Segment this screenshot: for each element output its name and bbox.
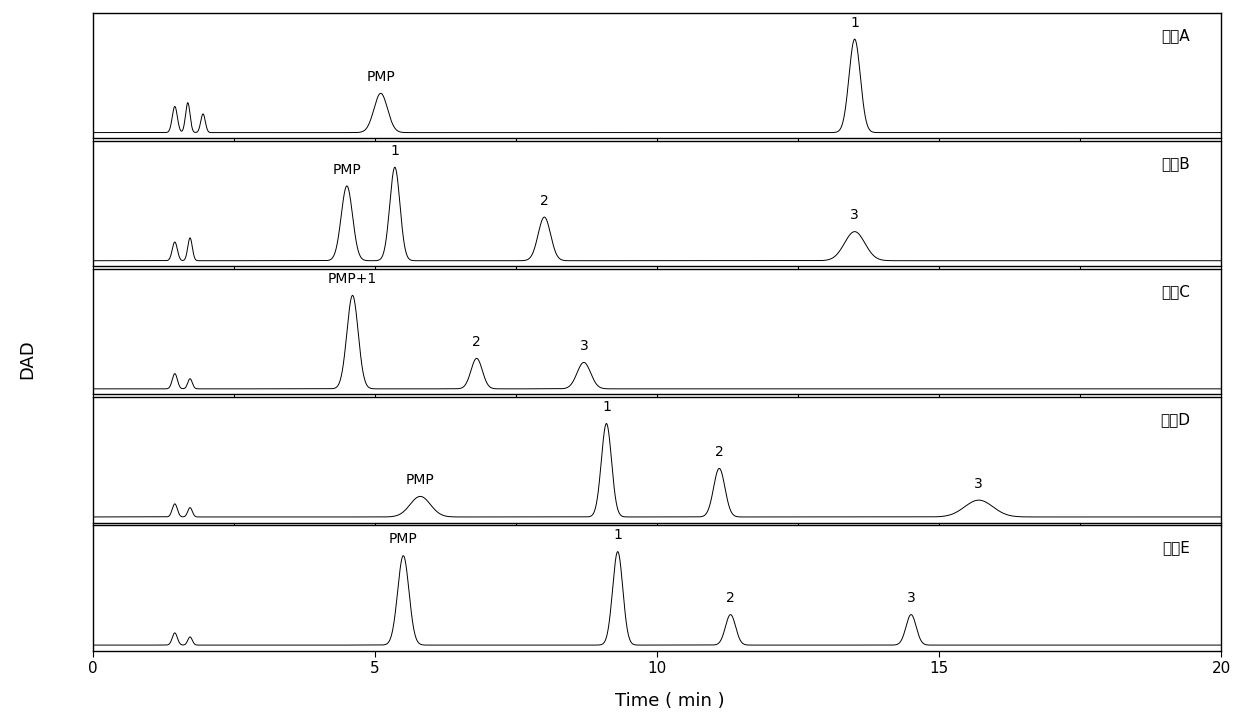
Text: PMP: PMP bbox=[366, 70, 396, 84]
Text: 1: 1 bbox=[851, 16, 859, 29]
Text: 梯度B: 梯度B bbox=[1161, 156, 1190, 171]
Text: 2: 2 bbox=[539, 193, 549, 208]
Text: Time ( min ): Time ( min ) bbox=[615, 692, 724, 710]
Text: 1: 1 bbox=[391, 144, 399, 158]
Text: PMP+1: PMP+1 bbox=[327, 272, 377, 286]
Text: 2: 2 bbox=[715, 445, 724, 459]
Text: 3: 3 bbox=[579, 339, 588, 353]
Text: PMP: PMP bbox=[332, 162, 361, 177]
Text: DAD: DAD bbox=[19, 339, 36, 380]
Text: 2: 2 bbox=[727, 591, 735, 605]
Text: 1: 1 bbox=[601, 400, 611, 414]
Text: 3: 3 bbox=[975, 477, 983, 491]
Text: 2: 2 bbox=[472, 335, 481, 349]
Text: PMP: PMP bbox=[389, 532, 418, 546]
Text: 梯度C: 梯度C bbox=[1161, 284, 1190, 299]
Text: 梯度D: 梯度D bbox=[1159, 413, 1190, 427]
Text: 梯度A: 梯度A bbox=[1161, 28, 1190, 43]
Text: 梯度E: 梯度E bbox=[1162, 541, 1190, 556]
Text: PMP: PMP bbox=[405, 473, 434, 487]
Text: 3: 3 bbox=[906, 591, 915, 605]
Text: 3: 3 bbox=[851, 209, 859, 222]
Text: 1: 1 bbox=[614, 528, 622, 542]
